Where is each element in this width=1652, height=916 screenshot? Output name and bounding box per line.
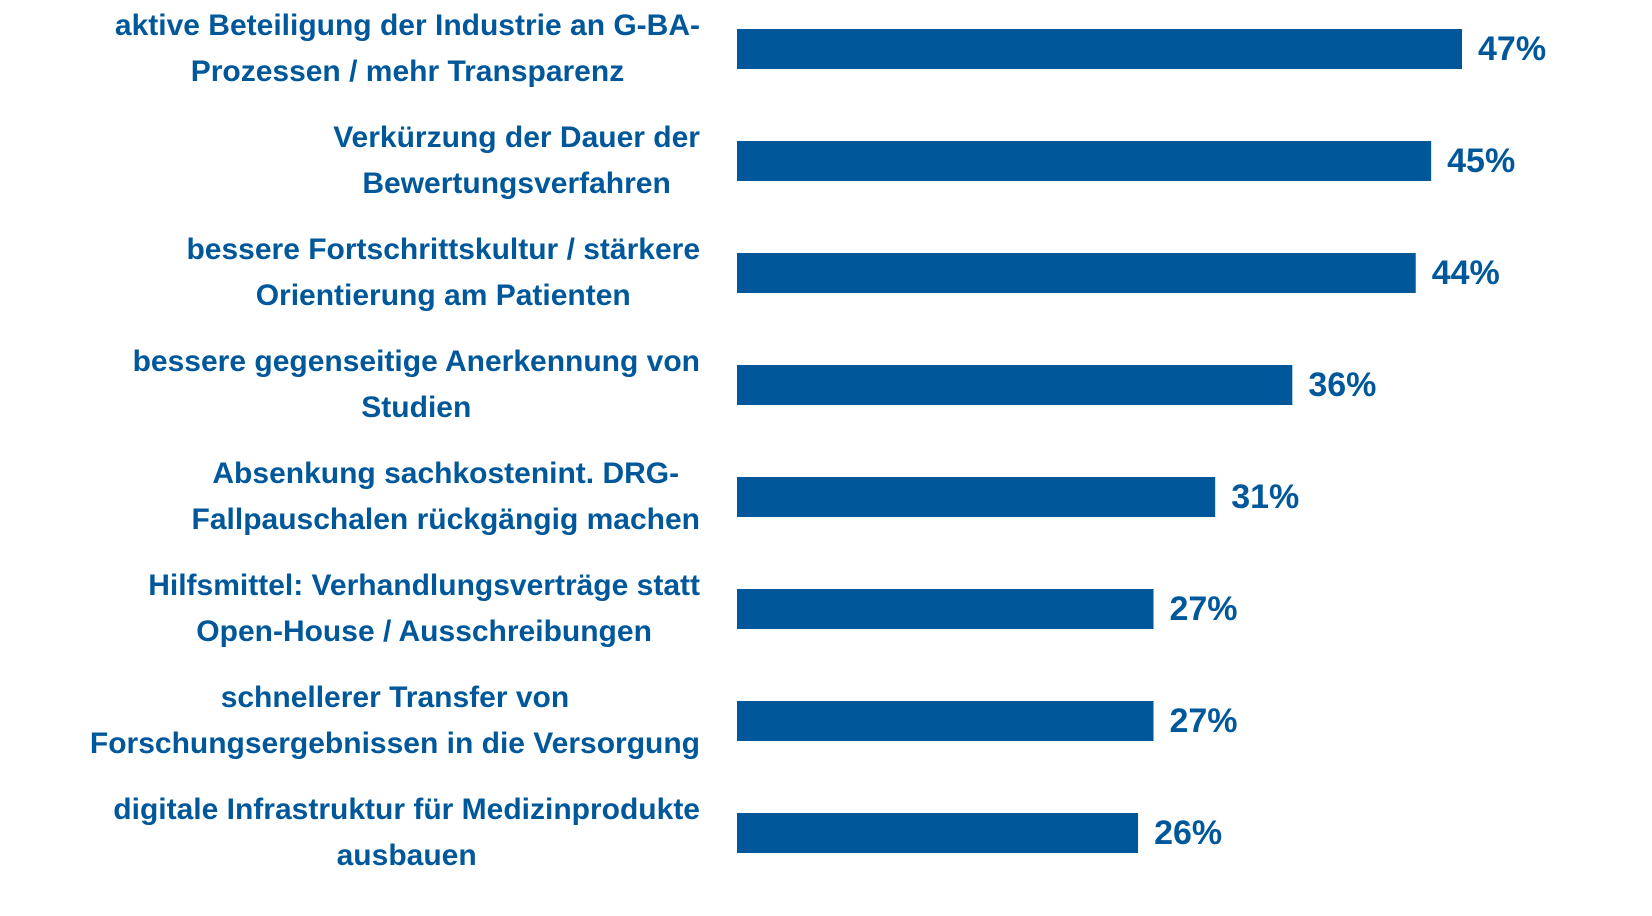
category-label-line: bessere gegenseitige Anerkennung von [132,345,700,378]
category-label-line: Fallpauschalen rückgängig machen [191,503,700,536]
category-label-line: Open-House / Ausschreibungen [196,615,652,648]
category-label: aktive Beteiligung der Industrie an G-BA… [115,3,700,95]
value-label: 26% [1154,814,1223,852]
category-label-line: Prozessen / mehr Transparenz [190,55,625,88]
category-label: Hilfsmittel: Verhandlungsverträge statt O… [148,563,700,655]
value-label: 45% [1447,142,1516,180]
category-label-line: Verkürzung der Dauer der [333,121,700,154]
bar [737,141,1432,181]
bar [737,589,1154,629]
value-label: 44% [1431,254,1500,292]
category-label: bessere gegenseitige Anerkennung von Stud… [133,339,700,431]
value-label: 47% [1478,30,1547,68]
category-label-line: Forschungsergebnissen in die Versorgung [89,727,700,760]
bar [737,365,1293,405]
category-label-line: bessere Fortschrittskultur / stärkere [186,233,700,266]
value-label: 36% [1308,366,1377,404]
value-label: 31% [1231,478,1300,516]
bar [737,813,1139,853]
category-label: digitale Infrastruktur für Medizinproduk… [113,787,700,879]
category-label-line: ausbauen [336,839,477,872]
category-label-line: Orientierung am Patienten [255,279,631,312]
category-label: bessere Fortschrittskultur / stärkere Ori… [186,227,700,319]
category-label-line: aktive Beteiligung der Industrie an G-BA… [114,9,700,42]
category-label: Absenkung sachkostenint. DRG- Fallpauscha… [192,451,700,543]
category-label-line: Absenkung sachkostenint. DRG- [212,457,680,490]
bar [737,477,1216,517]
category-label-line: Hilfsmittel: Verhandlungsverträge statt [148,569,700,602]
category-label: schnellerer Transfer von Forschungsergebn… [90,675,700,767]
category-label-line: Studien [361,391,472,424]
category-label-line: digitale Infrastruktur für Medizinproduk… [113,793,700,826]
category-label-line: schnellerer Transfer von [220,681,570,714]
bar [737,701,1154,741]
bar [737,29,1462,69]
bar [737,253,1416,293]
category-label-line: Bewertungsverfahren [362,167,671,200]
category-label: Verkürzung der Dauer der Bewertungsverfah… [333,115,700,207]
value-label: 27% [1169,702,1238,740]
value-label: 27% [1169,590,1238,628]
